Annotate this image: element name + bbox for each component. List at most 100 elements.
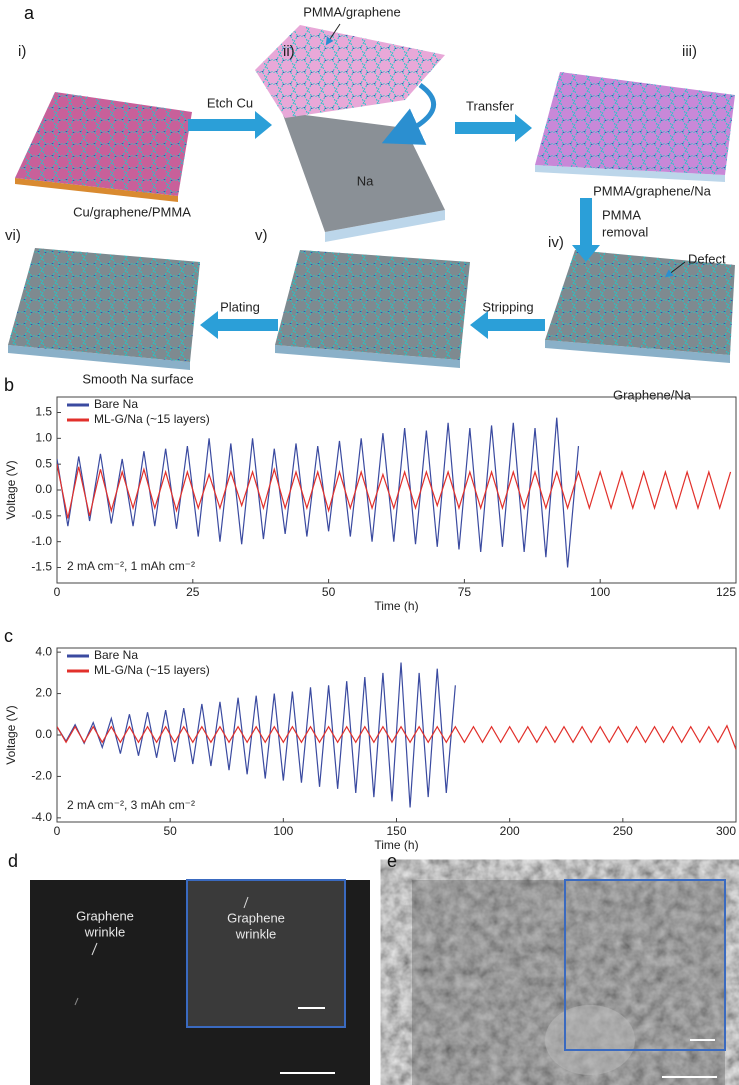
label: Plating — [220, 299, 260, 314]
inset — [564, 879, 726, 1051]
slab-edge — [545, 340, 730, 363]
y-tick-label: -1.5 — [31, 560, 52, 574]
series-line — [57, 417, 580, 568]
label: Cu/graphene/PMMA — [73, 204, 191, 219]
x-axis-label: Time (h) — [374, 838, 418, 852]
y-tick-label: -4.0 — [31, 810, 52, 824]
y-tick-label: -2.0 — [31, 769, 52, 783]
y-tick-label: -1.0 — [31, 534, 52, 548]
x-tick-label: 200 — [500, 824, 520, 838]
label: Smooth Na surface — [82, 371, 193, 386]
y-tick-label: -0.5 — [31, 508, 52, 522]
lattice — [255, 25, 445, 118]
label: removal — [602, 224, 648, 239]
pointer — [91, 942, 98, 956]
y-tick-label: 2.0 — [35, 686, 52, 700]
step-label: ii) — [283, 43, 295, 60]
arrow — [572, 198, 600, 262]
series-line — [57, 662, 456, 808]
sem-images: Graphene wrinkle Graphene wrinkle d e — [8, 851, 726, 1085]
arrow — [455, 114, 532, 142]
lattice — [15, 92, 192, 196]
inset — [186, 879, 346, 1028]
schematic: a i) ii) iii) iv) v) vi) PMMA/graphene N… — [5, 3, 735, 402]
legend-label: ML-G/Na (~15 layers) — [94, 412, 210, 426]
x-tick-label: 0 — [54, 585, 61, 599]
annotation: wrinkle — [235, 926, 276, 941]
arrow — [200, 311, 278, 339]
y-tick-label: 0.0 — [35, 482, 52, 496]
plot-area — [57, 417, 732, 568]
annotation: wrinkle — [84, 924, 125, 939]
legend-label: Bare Na — [94, 648, 138, 662]
step-label: vi) — [5, 227, 21, 244]
series-line — [57, 724, 736, 750]
label: Defect — [688, 251, 726, 266]
x-tick-label: 50 — [322, 585, 336, 599]
label: Na — [357, 173, 374, 188]
lattice — [535, 72, 735, 175]
x-tick-label: 125 — [716, 585, 736, 599]
y-axis-label: Voltage (V) — [4, 705, 18, 764]
arrow — [188, 111, 272, 139]
y-axis-label: Voltage (V) — [4, 460, 18, 519]
lattice — [545, 250, 735, 355]
label: PMMA/graphene — [303, 4, 401, 19]
annotation: 2 mA cm⁻², 1 mAh cm⁻² — [67, 559, 195, 573]
slab-edge — [535, 165, 725, 182]
slab-edge — [15, 178, 178, 202]
y-tick-label: 0.0 — [35, 727, 52, 741]
slab-edge — [8, 345, 190, 370]
x-tick-label: 50 — [163, 824, 177, 838]
series-line — [57, 464, 732, 519]
y-tick-label: 0.5 — [35, 456, 52, 470]
pointer — [325, 23, 341, 46]
slab-edge — [275, 345, 460, 368]
label: Stripping — [482, 299, 533, 314]
panel-label: c — [4, 626, 13, 646]
plot-area — [57, 662, 736, 808]
label: Etch Cu — [207, 95, 253, 110]
particle — [545, 1005, 635, 1075]
pointer — [243, 896, 249, 909]
lattice — [8, 248, 200, 362]
y-tick-label: 1.0 — [35, 431, 52, 445]
step-label: i) — [18, 43, 26, 60]
x-tick-label: 100 — [273, 824, 293, 838]
step-label: v) — [255, 227, 268, 244]
x-tick-label: 0 — [54, 824, 61, 838]
annotation: Graphene — [227, 910, 285, 925]
y-tick-label: 4.0 — [35, 644, 52, 658]
x-tick-label: 25 — [186, 585, 200, 599]
step-label: iv) — [548, 234, 564, 251]
x-tick-label: 75 — [458, 585, 472, 599]
step-label: iii) — [682, 43, 697, 60]
label: Transfer — [466, 98, 515, 113]
annotation: 2 mA cm⁻², 3 mAh cm⁻² — [67, 798, 195, 812]
x-axis-label: Time (h) — [374, 599, 418, 613]
panel-label: e — [387, 851, 397, 871]
x-tick-label: 150 — [386, 824, 406, 838]
wrinkle — [74, 997, 79, 1006]
flip-arrow — [381, 82, 437, 145]
annotation: Graphene — [76, 908, 134, 923]
x-tick-label: 300 — [716, 824, 736, 838]
pointer — [664, 261, 686, 278]
legend-label: Bare Na — [94, 397, 138, 411]
panel-label: a — [24, 3, 35, 23]
lattice — [275, 250, 470, 360]
panel-label: d — [8, 851, 18, 871]
y-tick-label: 1.5 — [35, 405, 52, 419]
label: PMMA — [602, 207, 641, 222]
panel-label: b — [4, 375, 14, 395]
slab-edge — [325, 210, 445, 242]
legend-label: ML-G/Na (~15 layers) — [94, 663, 210, 677]
x-tick-label: 100 — [590, 585, 610, 599]
label: Graphene/Na — [613, 387, 692, 402]
na-block — [282, 112, 445, 232]
label: PMMA/graphene/Na — [593, 183, 712, 198]
arrow — [470, 311, 545, 339]
x-tick-label: 250 — [613, 824, 633, 838]
